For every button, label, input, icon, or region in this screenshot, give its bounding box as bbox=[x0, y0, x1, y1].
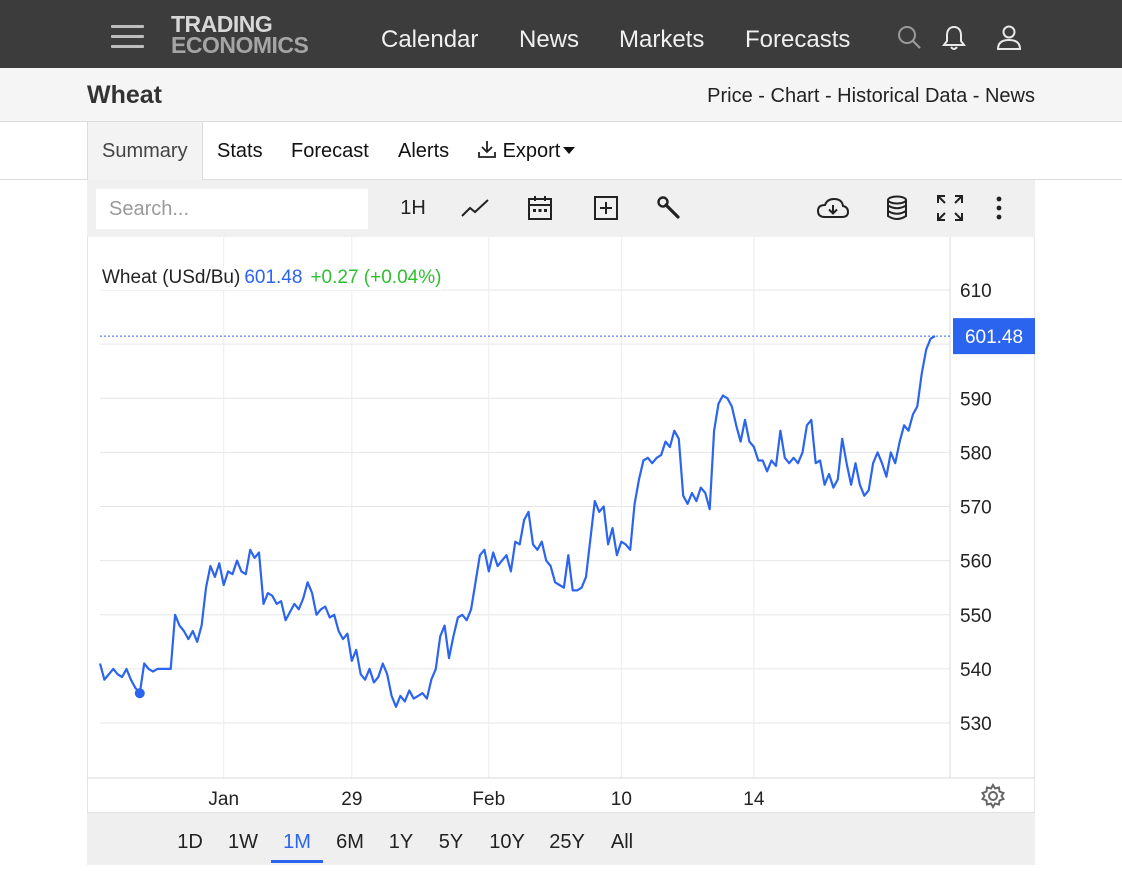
user-icon[interactable] bbox=[996, 24, 1022, 52]
calendar-icon[interactable] bbox=[524, 192, 556, 224]
search-icon[interactable] bbox=[896, 24, 922, 50]
x-tick-label: 29 bbox=[341, 789, 362, 810]
last-value-badge bbox=[953, 318, 1035, 355]
range-6m[interactable]: 6M bbox=[336, 831, 364, 853]
download-icon bbox=[478, 141, 496, 158]
tab-stats[interactable]: Stats bbox=[217, 140, 263, 162]
price-chart[interactable]: 530 540 550 560 570 580 590 610 Jan 29 Feb 10 14 601.… bbox=[87, 237, 1035, 812]
tab-forecast[interactable]: Forecast bbox=[291, 140, 369, 162]
chart-legend: Wheat (USd/Bu) 601.48 +0.27 (+0.04%) bbox=[101, 266, 443, 290]
fullscreen-icon[interactable] bbox=[934, 192, 966, 224]
nav-markets[interactable]: Markets bbox=[619, 26, 705, 53]
x-tick-label: Jan bbox=[208, 789, 239, 810]
database-icon[interactable] bbox=[882, 192, 912, 224]
chart-settings-gear-icon[interactable] bbox=[980, 783, 1006, 809]
logo-line-1: TRADING bbox=[171, 11, 273, 37]
tab-summary[interactable]: Summary bbox=[87, 122, 203, 181]
chart-toolbar: 1H bbox=[87, 180, 1035, 237]
tab-export-label: Export bbox=[502, 140, 561, 162]
last-value-label: 601.48 bbox=[965, 327, 1023, 348]
legend-value: 601.48 bbox=[244, 267, 303, 288]
more-options-icon[interactable] bbox=[989, 192, 1009, 224]
sub-header: Wheat Price - Chart - Historical Data - … bbox=[0, 68, 1122, 122]
wrench-icon[interactable] bbox=[653, 192, 685, 224]
y-tick-label: 610 bbox=[960, 281, 992, 302]
logo[interactable]: TRADING ECONOMICS bbox=[171, 11, 309, 58]
range-25y[interactable]: 25Y bbox=[549, 831, 585, 853]
range-all[interactable]: All bbox=[610, 831, 634, 853]
interval-selector[interactable]: 1H bbox=[400, 196, 426, 219]
logo-line-2: ECONOMICS bbox=[171, 32, 309, 58]
range-1y[interactable]: 1Y bbox=[388, 831, 414, 853]
cloud-download-icon[interactable] bbox=[815, 192, 851, 224]
y-tick-label: 540 bbox=[960, 660, 992, 681]
legend-series-name: Wheat (USd/Bu) bbox=[102, 267, 241, 288]
tab-bar: Summary Stats Forecast Alerts Export bbox=[0, 122, 1122, 181]
range-1m[interactable]: 1M bbox=[271, 813, 323, 863]
nav-forecasts[interactable]: Forecasts bbox=[745, 26, 851, 53]
y-tick-label: 570 bbox=[960, 498, 992, 519]
add-indicator-icon[interactable] bbox=[590, 192, 622, 224]
y-tick-label: 580 bbox=[960, 443, 992, 464]
legend-change: +0.27 (+0.04%) bbox=[310, 267, 442, 288]
series-line bbox=[98, 335, 936, 708]
symbol-search-input[interactable] bbox=[96, 189, 368, 229]
x-tick-label: 10 bbox=[611, 789, 632, 810]
y-tick-label: 530 bbox=[960, 714, 992, 735]
bell-icon[interactable] bbox=[941, 24, 967, 52]
chart-frame bbox=[87, 237, 1035, 812]
x-tick-label: 14 bbox=[743, 789, 765, 810]
series-marker bbox=[134, 688, 145, 699]
line-chart-icon[interactable] bbox=[459, 192, 491, 224]
y-tick-label: 550 bbox=[960, 606, 992, 627]
x-tick-label: Feb bbox=[472, 789, 505, 810]
range-1w[interactable]: 1W bbox=[228, 831, 258, 853]
range-10y[interactable]: 10Y bbox=[489, 831, 525, 853]
hamburger-menu-icon[interactable] bbox=[111, 25, 144, 49]
range-selector: 1D 1W 1M 6M 1Y 5Y 10Y 25Y All bbox=[87, 812, 1035, 865]
y-tick-label: 560 bbox=[960, 552, 992, 573]
tab-export[interactable]: Export bbox=[477, 122, 576, 180]
sub-nav-links[interactable]: Price - Chart - Historical Data - News bbox=[707, 85, 1035, 107]
nav-news[interactable]: News bbox=[519, 26, 580, 53]
page-title: Wheat bbox=[87, 81, 162, 109]
top-nav: TRADING ECONOMICS Calendar News Markets … bbox=[0, 0, 1122, 68]
nav-calendar[interactable]: Calendar bbox=[381, 26, 479, 53]
range-5y[interactable]: 5Y bbox=[438, 831, 464, 853]
tab-alerts[interactable]: Alerts bbox=[398, 140, 450, 162]
y-tick-label: 590 bbox=[960, 389, 992, 410]
caret-down-icon bbox=[563, 146, 576, 154]
range-1d[interactable]: 1D bbox=[177, 831, 203, 853]
